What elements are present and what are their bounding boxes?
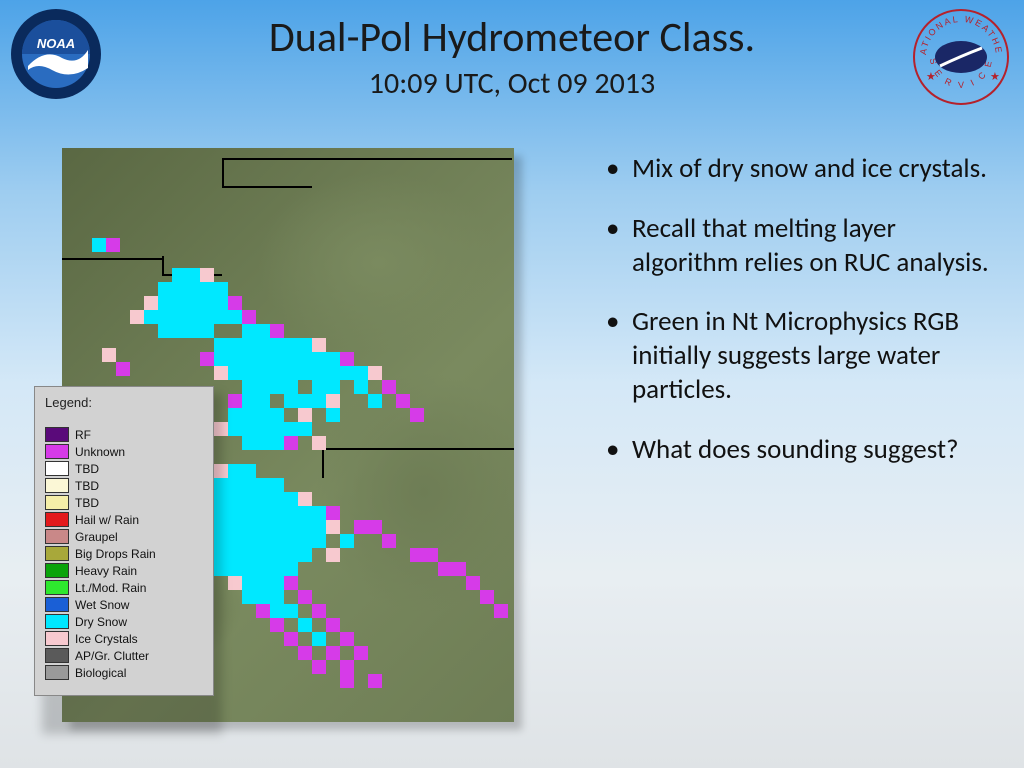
legend-label: TBD (75, 496, 99, 510)
legend-swatch (45, 461, 69, 476)
legend-row: Dry Snow (45, 613, 203, 630)
title-block: Dual-Pol Hydrometeor Class. 10:09 UTC, O… (0, 0, 1024, 102)
legend-title: Legend: (45, 395, 203, 410)
radar-map-container: Legend: RFUnknownTBDTBDTBDHail w/ RainGr… (62, 148, 602, 768)
legend-row: Big Drops Rain (45, 545, 203, 562)
legend-row: TBD (45, 477, 203, 494)
legend-row: Biological (45, 664, 203, 681)
svg-text:★: ★ (990, 70, 1000, 83)
legend-row: RF (45, 426, 203, 443)
legend-row: TBD (45, 494, 203, 511)
legend-label: Big Drops Rain (75, 547, 156, 561)
svg-text:NOAA: NOAA (37, 36, 75, 51)
slide-subtitle: 10:09 UTC, Oct 09 2013 (0, 65, 1024, 102)
bullet-item: What does sounding suggest? (602, 433, 996, 467)
legend-swatch (45, 665, 69, 680)
legend-row: AP/Gr. Clutter (45, 647, 203, 664)
legend-swatch (45, 614, 69, 629)
legend-swatch (45, 444, 69, 459)
legend-label: Heavy Rain (75, 564, 137, 578)
legend-label: Dry Snow (75, 615, 127, 629)
legend-swatch (45, 631, 69, 646)
legend-label: AP/Gr. Clutter (75, 649, 149, 663)
legend-row: TBD (45, 460, 203, 477)
legend-label: Wet Snow (75, 598, 129, 612)
legend-row: Graupel (45, 528, 203, 545)
legend-label: TBD (75, 479, 99, 493)
legend-row: Lt./Mod. Rain (45, 579, 203, 596)
legend-label: TBD (75, 462, 99, 476)
bullet-item: Green in Nt Microphysics RGB initially s… (602, 305, 996, 406)
legend-label: Unknown (75, 445, 125, 459)
legend-swatch (45, 495, 69, 510)
legend-swatch (45, 478, 69, 493)
legend-row: Hail w/ Rain (45, 511, 203, 528)
legend-swatch (45, 512, 69, 527)
legend-label: Ice Crystals (75, 632, 138, 646)
bullet-list: Mix of dry snow and ice crystals. Recall … (602, 148, 1024, 768)
legend-row: Wet Snow (45, 596, 203, 613)
legend-label: RF (75, 428, 91, 442)
legend-label: Biological (75, 666, 126, 680)
slide-title: Dual-Pol Hydrometeor Class. (0, 12, 1024, 63)
svg-text:★: ★ (926, 70, 936, 83)
legend-swatch (45, 563, 69, 578)
bullet-item: Mix of dry snow and ice crystals. (602, 152, 996, 186)
nws-logo: NATIONAL WEATHER S E R V I C E ★ ★ (912, 8, 1010, 111)
legend-row: Ice Crystals (45, 630, 203, 647)
legend-swatch (45, 597, 69, 612)
legend-swatch (45, 648, 69, 663)
legend-row: Unknown (45, 443, 203, 460)
legend-label: Graupel (75, 530, 118, 544)
noaa-logo: NOAA (10, 8, 102, 105)
legend-row: Heavy Rain (45, 562, 203, 579)
legend-box: Legend: RF Unknown TBD TBD TBD Hail w/ Rain Gr… (34, 386, 214, 696)
legend-swatch (45, 546, 69, 561)
legend-swatch (45, 580, 69, 595)
legend-label: Hail w/ Rain (75, 513, 139, 527)
bullet-item: Recall that melting layer algorithm reli… (602, 212, 996, 280)
legend-label: Lt./Mod. Rain (75, 581, 146, 595)
legend-swatch (45, 529, 69, 544)
legend-swatch (45, 427, 69, 442)
